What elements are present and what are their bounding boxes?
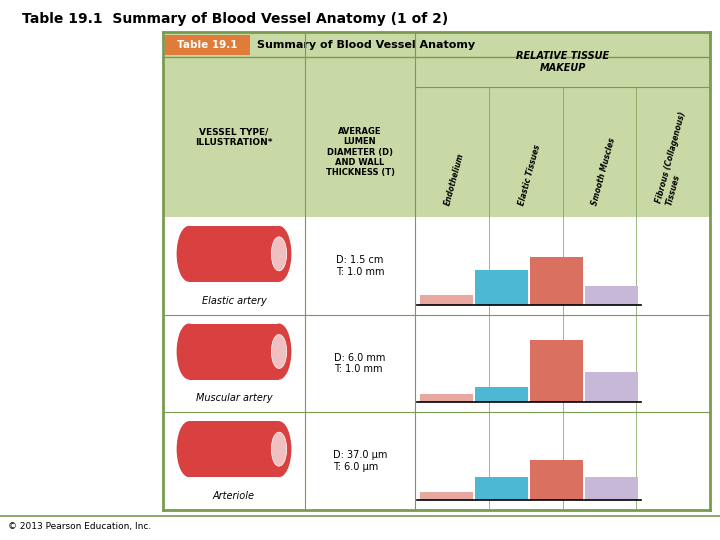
Ellipse shape	[176, 226, 202, 282]
Bar	[475, 387, 528, 402]
Bar	[585, 373, 638, 402]
Bar	[585, 286, 638, 305]
Bar	[420, 295, 473, 305]
Ellipse shape	[266, 421, 292, 477]
Bar	[189, 226, 279, 282]
Bar	[420, 492, 473, 500]
Text: Table 19.1: Table 19.1	[177, 40, 238, 50]
Ellipse shape	[176, 421, 202, 477]
Bar	[165, 35, 250, 55]
Text: Summary of Blood Vessel Anatomy: Summary of Blood Vessel Anatomy	[257, 40, 475, 50]
Ellipse shape	[266, 226, 292, 282]
Ellipse shape	[271, 334, 287, 368]
Ellipse shape	[271, 237, 287, 271]
Text: D: 37.0 μm
T: 6.0 μm: D: 37.0 μm T: 6.0 μm	[333, 450, 387, 472]
Ellipse shape	[266, 323, 292, 380]
Text: AVERAGE
LUMEN
DIAMETER (D)
AND WALL
THICKNESS (T): AVERAGE LUMEN DIAMETER (D) AND WALL THIC…	[325, 127, 395, 177]
Ellipse shape	[176, 323, 202, 380]
Bar	[189, 323, 279, 380]
Text: Arteriole: Arteriole	[213, 491, 255, 501]
Bar	[475, 477, 528, 500]
Text: Table 19.1  Summary of Blood Vessel Anatomy (1 of 2): Table 19.1 Summary of Blood Vessel Anato…	[22, 12, 449, 26]
Text: D: 1.5 cm
T: 1.0 mm: D: 1.5 cm T: 1.0 mm	[336, 255, 384, 276]
Text: © 2013 Pearson Education, Inc.: © 2013 Pearson Education, Inc.	[8, 522, 151, 530]
Text: Muscular artery: Muscular artery	[196, 393, 272, 403]
Bar	[420, 394, 473, 402]
Text: Elastic Tissues: Elastic Tissues	[517, 144, 542, 207]
Bar	[585, 477, 638, 500]
Text: Elastic artery: Elastic artery	[202, 296, 266, 306]
Bar	[189, 421, 279, 477]
Text: Fibrous (Collagenous)
Tissues: Fibrous (Collagenous) Tissues	[654, 111, 698, 207]
Text: Endothelium: Endothelium	[444, 152, 466, 207]
Text: Smooth Muscles: Smooth Muscles	[590, 137, 618, 207]
Bar	[530, 256, 583, 305]
Bar	[163, 32, 710, 217]
Text: RELATIVE TISSUE
MAKEUP: RELATIVE TISSUE MAKEUP	[516, 51, 609, 73]
Text: VESSEL TYPE/
ILLUSTRATION*: VESSEL TYPE/ ILLUSTRATION*	[195, 127, 273, 147]
Bar	[530, 340, 583, 402]
Ellipse shape	[271, 432, 287, 466]
Bar	[530, 460, 583, 500]
Text: D: 6.0 mm
T: 1.0 mm: D: 6.0 mm T: 1.0 mm	[334, 353, 386, 374]
Bar	[475, 270, 528, 305]
